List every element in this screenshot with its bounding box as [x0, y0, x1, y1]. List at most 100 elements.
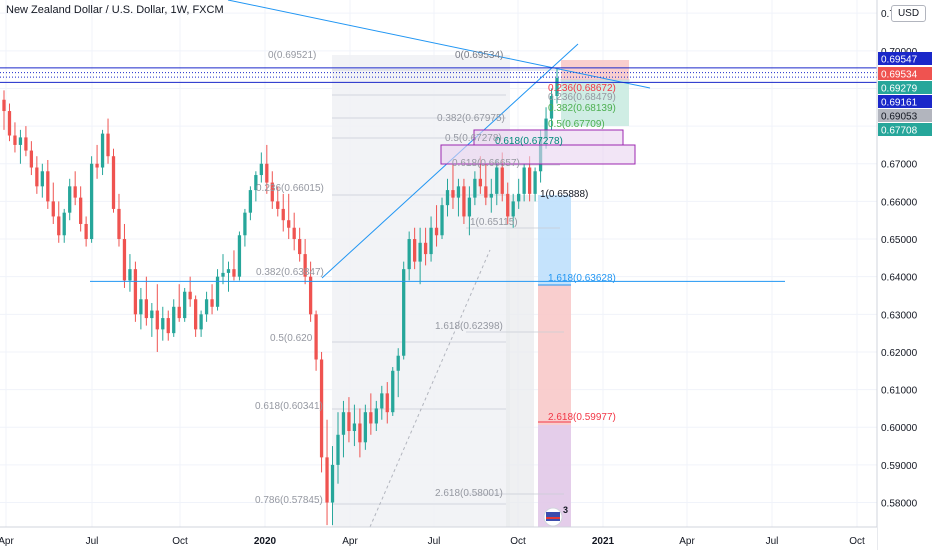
- candle-body: [177, 306, 181, 319]
- candle: [7, 103, 12, 142]
- candle: [517, 178, 521, 209]
- candle-body: [287, 220, 291, 228]
- candle-body: [473, 178, 477, 198]
- candle: [402, 261, 406, 360]
- candle-body: [188, 291, 192, 300]
- candle-body: [13, 135, 17, 145]
- candle: [276, 186, 280, 217]
- candle-body: [139, 299, 143, 315]
- projection-zone-red: [538, 285, 571, 425]
- candle-body: [385, 393, 389, 413]
- candle-body: [254, 175, 258, 191]
- candle-body: [341, 412, 346, 435]
- price-label: 0.69053: [878, 109, 932, 123]
- candle-body: [95, 163, 99, 168]
- fib-level-label: 0.5(0.67278): [445, 133, 502, 144]
- economic-event-badge: 3: [543, 505, 568, 527]
- candle-body: [434, 227, 439, 236]
- candle: [325, 419, 329, 526]
- candle-body: [35, 167, 39, 187]
- candle: [161, 306, 165, 341]
- candle: [68, 178, 72, 221]
- candle-body: [62, 212, 66, 236]
- fib-level-label: 2.618(0.59977): [548, 412, 616, 423]
- candle-body: [484, 186, 488, 198]
- candle-body: [380, 393, 384, 409]
- fib-time-zone-2: [506, 195, 534, 527]
- time-axis-tick: 2020: [254, 536, 277, 547]
- candle-body: [183, 291, 187, 319]
- price-label-bg: [878, 95, 932, 108]
- candle-body: [204, 299, 209, 315]
- candle-body: [155, 310, 159, 330]
- fib-level-label: 0.618(0.60341): [255, 401, 323, 412]
- candle-body: [237, 235, 242, 277]
- candle-body: [330, 464, 335, 503]
- candle: [51, 182, 55, 224]
- candle-body: [292, 227, 296, 240]
- candle: [84, 216, 88, 247]
- candle: [89, 156, 94, 243]
- fib-level-label: 0.382(0.68139): [548, 103, 616, 114]
- candle: [489, 178, 493, 213]
- price-label: 0.69161: [878, 95, 932, 109]
- position-zone-stop: [561, 60, 629, 80]
- candle-body: [544, 118, 548, 138]
- price-label: 0.67708: [878, 123, 932, 137]
- candle-body: [270, 182, 274, 202]
- candle: [221, 254, 225, 285]
- candle: [451, 163, 455, 209]
- candle: [18, 129, 23, 164]
- position-zone-target: [561, 80, 629, 126]
- candle-body: [133, 269, 138, 315]
- candle: [237, 231, 242, 281]
- candle-body: [517, 193, 521, 202]
- zone-box-2: [440, 144, 636, 165]
- candle-body: [396, 355, 400, 371]
- candle-body: [363, 412, 368, 443]
- candle: [79, 186, 83, 232]
- candle: [287, 193, 291, 240]
- candle: [298, 227, 302, 262]
- candle: [522, 163, 526, 202]
- price-axis-tick: 0.66000: [881, 197, 918, 208]
- fib-level-label: 1(0.65888): [540, 189, 588, 200]
- candle-body: [172, 306, 176, 334]
- candle: [374, 400, 378, 432]
- price-label-bg: [878, 81, 932, 94]
- candle-body: [24, 137, 28, 151]
- candle: [106, 118, 110, 164]
- candle: [423, 227, 428, 266]
- candle: [467, 186, 472, 236]
- currency-button[interactable]: USD: [891, 5, 926, 22]
- candle-body: [100, 133, 105, 168]
- candle: [199, 310, 203, 337]
- price-label-bg: [878, 109, 932, 122]
- candle-body: [303, 254, 307, 277]
- candle: [462, 178, 466, 224]
- candle-body: [402, 269, 406, 356]
- candle-body: [2, 99, 6, 112]
- candle-body: [413, 239, 417, 262]
- candle: [363, 404, 368, 450]
- candle: [243, 208, 247, 247]
- candle-body: [549, 95, 554, 119]
- price-axis-tick: 0.67000: [881, 160, 918, 171]
- candle-body: [533, 171, 537, 194]
- fib-level-label: 0.5(0.620: [270, 333, 313, 344]
- time-axis-tick: Oct: [172, 536, 188, 547]
- candle-body: [522, 167, 526, 194]
- candle: [352, 404, 357, 447]
- price-label-bg: [878, 123, 932, 136]
- candle: [183, 287, 187, 322]
- candle: [429, 216, 433, 262]
- candle-body: [451, 190, 455, 198]
- candle-body: [347, 412, 351, 432]
- price-axis-tick: 0.65000: [881, 235, 918, 246]
- candle: [308, 261, 313, 322]
- candle: [155, 284, 159, 352]
- candle: [62, 208, 66, 243]
